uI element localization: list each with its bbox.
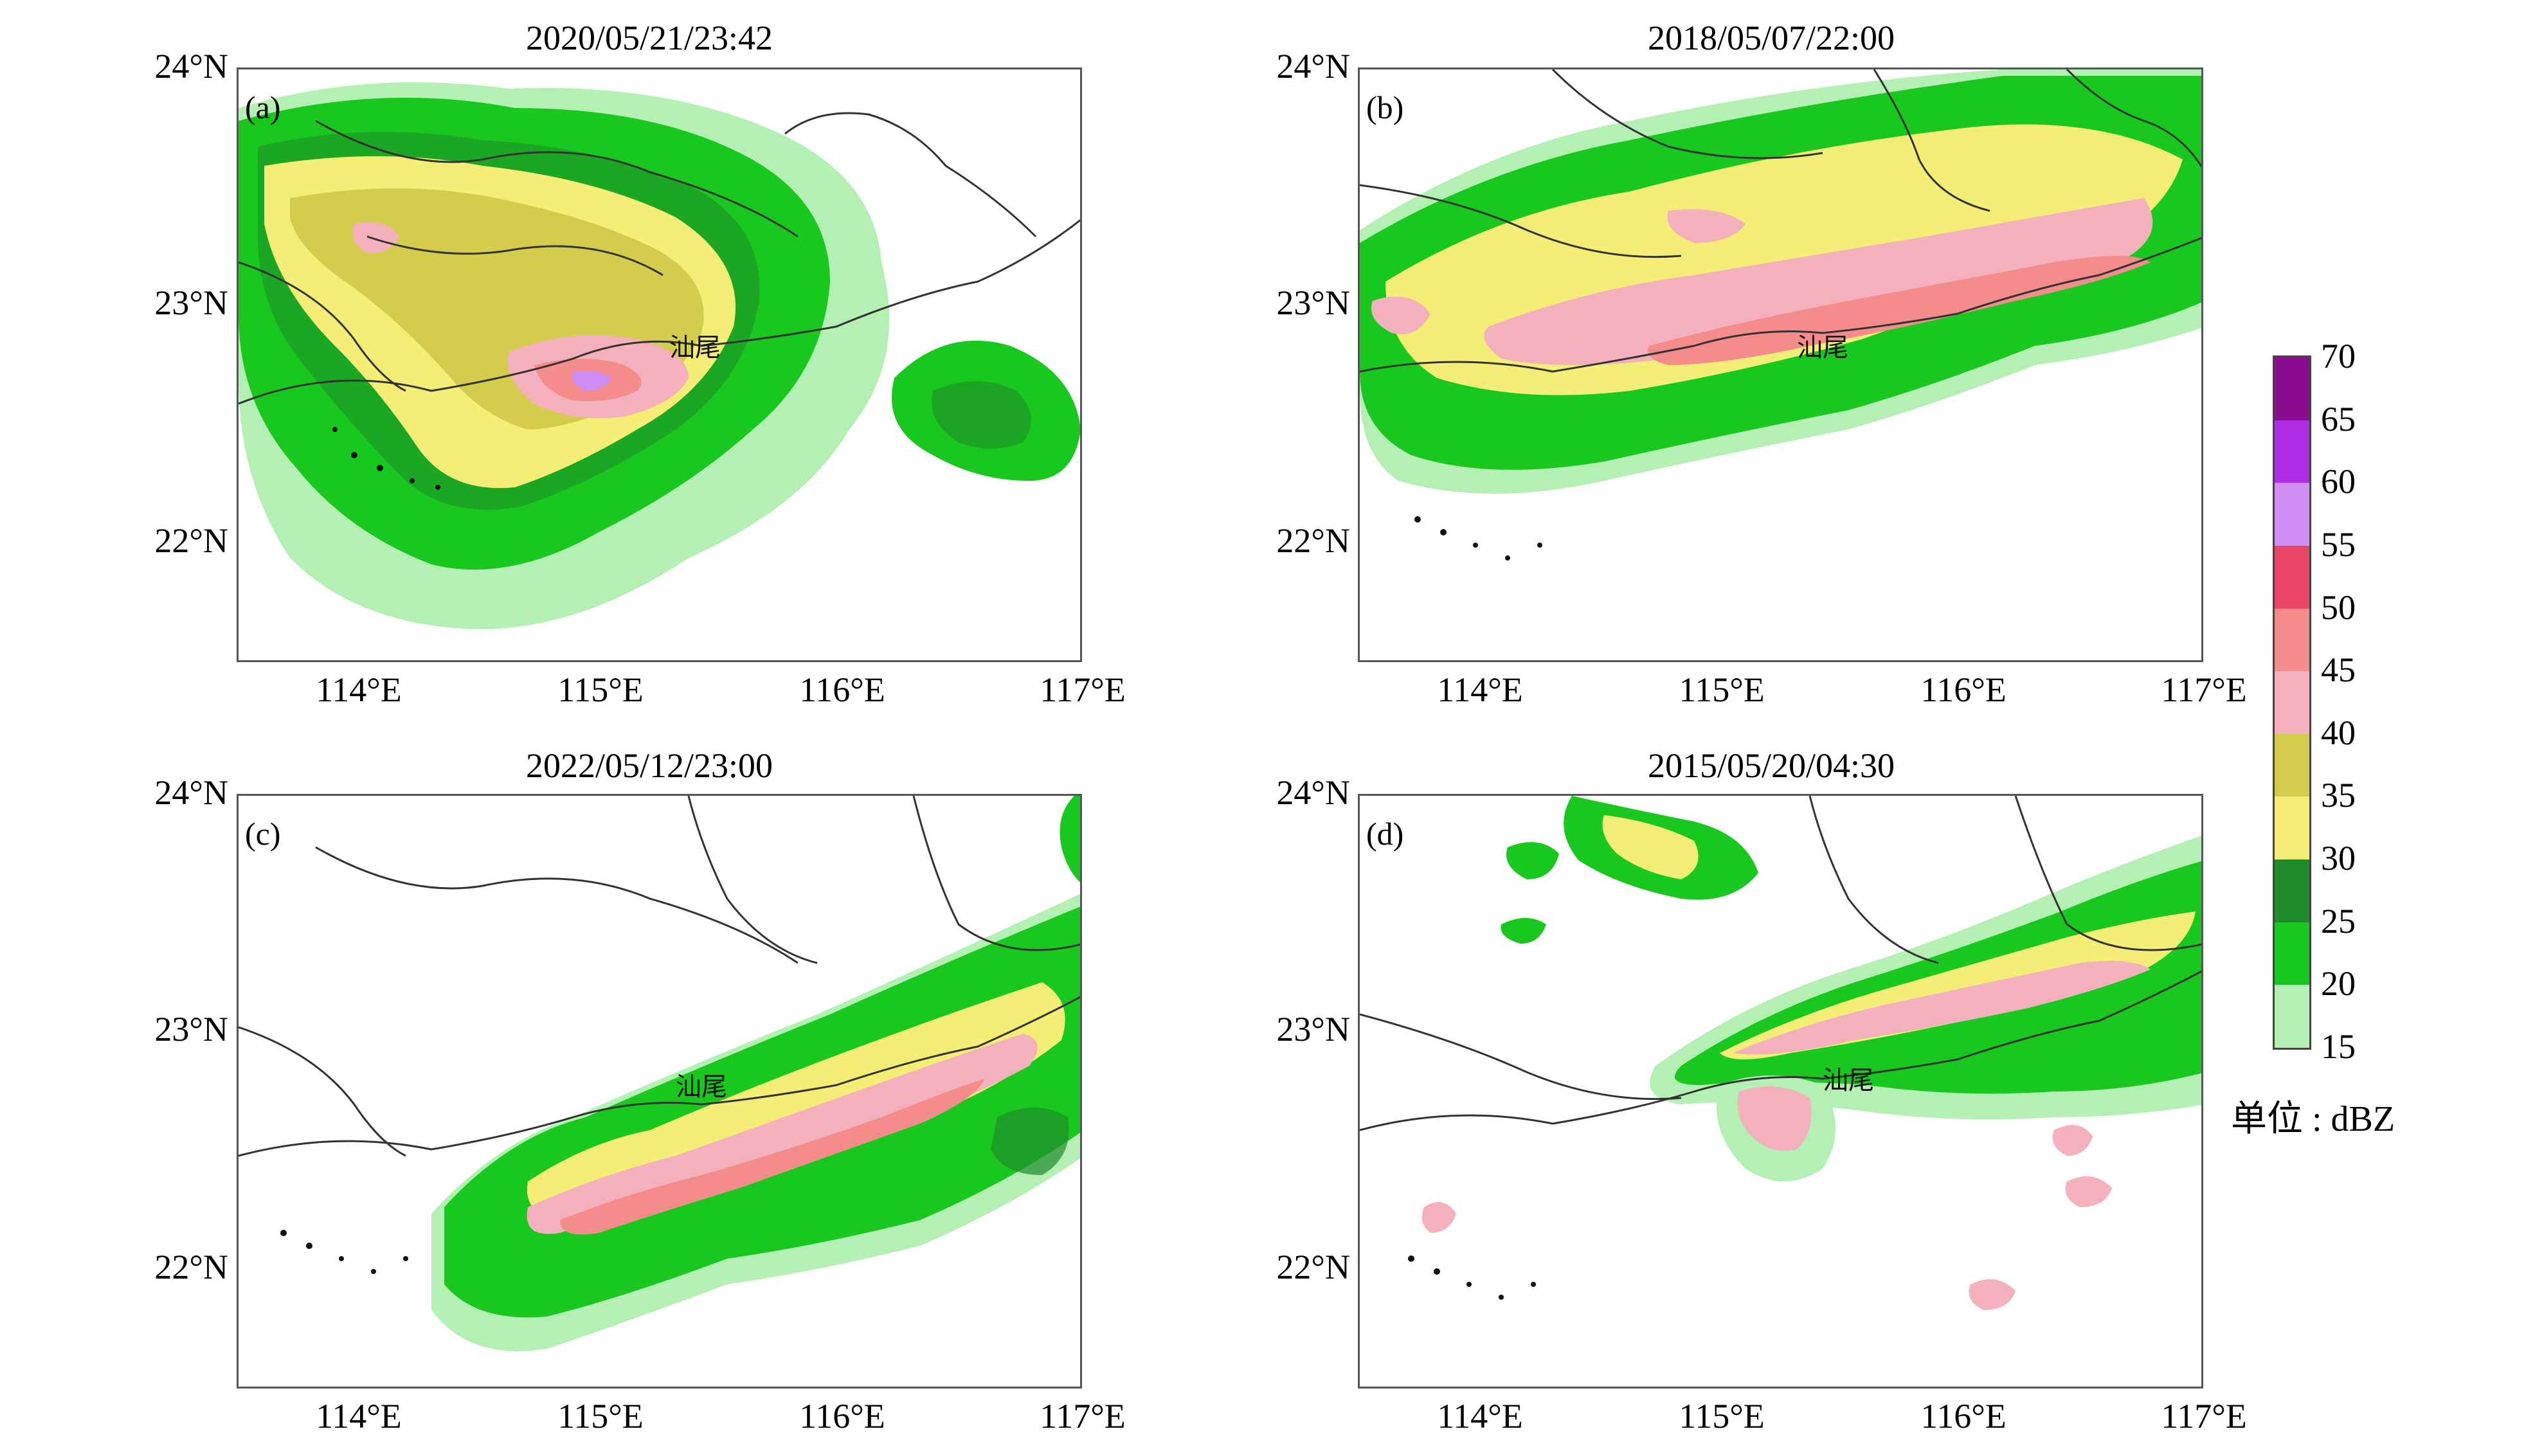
ytick-22n-d: 22°N <box>1276 1248 1350 1286</box>
map-frame-c: (c) 汕尾 <box>237 794 1082 1389</box>
boundaries-d <box>1360 796 2201 1131</box>
colorbar-tick-label: 30 <box>2321 839 2356 878</box>
xtick-115e-c: 115°E <box>557 1397 644 1435</box>
xtick-115e-b: 115°E <box>1679 670 1765 709</box>
boundaries-b <box>1360 69 2201 373</box>
xtick-114e-a: 114°E <box>316 670 402 709</box>
colorbar-unit-label: 单位 : dBZ <box>2231 1099 2395 1139</box>
colorbar-segment <box>2275 357 2309 421</box>
colorbar-segment <box>2275 922 2309 985</box>
map-frame-d: (d) 汕尾 <box>1358 794 2203 1389</box>
xtick-115e-d: 115°E <box>1679 1397 1765 1435</box>
colorbar <box>2273 355 2311 1050</box>
colorbar-segment <box>2275 733 2309 797</box>
ytick-22n-a: 22°N <box>154 521 228 560</box>
panel-label-a: (a) <box>245 89 281 125</box>
ytick-23n-d: 23°N <box>1276 1010 1350 1048</box>
xtick-116e-d: 116°E <box>1920 1397 2007 1435</box>
xtick-114e-b: 114°E <box>1437 670 1523 709</box>
city-label-c: 汕尾 <box>676 1072 727 1101</box>
xtick-116e-c: 116°E <box>799 1397 885 1435</box>
echo-field-a <box>239 82 1080 629</box>
panel-title-c: 2022/05/12/23:00 <box>525 746 773 785</box>
map-frame-b: (b) 汕尾 <box>1358 67 2203 662</box>
radar-map-d <box>1360 796 2201 1310</box>
ytick-23n-b: 23°N <box>1276 283 1350 322</box>
ytick-23n-c: 23°N <box>154 1010 228 1048</box>
xtick-116e-b: 116°E <box>1920 670 2007 709</box>
islands-b <box>1414 516 1542 561</box>
echo-field-b <box>1360 69 2201 494</box>
ytick-23n-a: 23°N <box>154 283 228 322</box>
colorbar-segment <box>2275 985 2309 1048</box>
xtick-114e-c: 114°E <box>316 1397 402 1435</box>
xtick-117e-d: 117°E <box>2161 1397 2247 1435</box>
colorbar-segment <box>2275 796 2309 860</box>
colorbar-tick-label: 35 <box>2321 776 2356 815</box>
echo-field-d <box>1421 796 2201 1310</box>
city-label-a: 汕尾 <box>669 333 721 362</box>
xtick-116e-a: 116°E <box>799 670 885 709</box>
xtick-117e-a: 117°E <box>1040 670 1126 709</box>
panel-title-d: 2015/05/20/04:30 <box>1647 746 1895 785</box>
colorbar-tick-label: 55 <box>2321 525 2356 564</box>
islands-a <box>332 427 440 490</box>
colorbar-tick-label: 70 <box>2321 337 2356 375</box>
colorbar-segment <box>2275 420 2309 483</box>
panel-label-c: (c) <box>245 816 281 852</box>
colorbar-tick-label: 20 <box>2321 964 2356 1003</box>
xtick-117e-b: 117°E <box>2161 670 2247 709</box>
xtick-115e-a: 115°E <box>557 670 644 709</box>
boundaries-a <box>239 112 1080 405</box>
radar-map-b <box>1360 69 2201 561</box>
panel-label-b: (b) <box>1366 89 1404 125</box>
colorbar-segment <box>2275 608 2309 672</box>
colorbar-segment <box>2275 483 2309 546</box>
ytick-24n-a: 24°N <box>154 47 228 85</box>
ytick-24n-c: 24°N <box>154 773 228 812</box>
radar-map-a <box>239 82 1080 629</box>
ytick-24n-b: 24°N <box>1276 47 1350 85</box>
xtick-114e-d: 114°E <box>1437 1397 1523 1435</box>
panel-label-d: (d) <box>1366 816 1404 852</box>
islands-d <box>1408 1255 1536 1300</box>
colorbar-segment <box>2275 859 2309 923</box>
ytick-22n-c: 22°N <box>154 1248 228 1286</box>
ytick-22n-b: 22°N <box>1276 521 1350 560</box>
ytick-24n-d: 24°N <box>1276 773 1350 812</box>
colorbar-tick-label: 45 <box>2321 651 2356 690</box>
colorbar-tick-label: 60 <box>2321 462 2356 501</box>
echo-field-c <box>431 796 1080 1352</box>
radar-map-c <box>239 796 1080 1352</box>
xtick-117e-c: 117°E <box>1040 1397 1126 1435</box>
colorbar-tick-label: 50 <box>2321 588 2356 627</box>
islands-c <box>280 1230 408 1274</box>
colorbar-segment <box>2275 671 2309 735</box>
boundaries-c <box>239 796 1080 1157</box>
colorbar-segment <box>2275 545 2309 609</box>
panel-title-b: 2018/05/07/22:00 <box>1647 19 1895 57</box>
panel-title-a: 2020/05/21/23:42 <box>525 19 773 57</box>
colorbar-tick-label: 40 <box>2321 713 2356 752</box>
colorbar-tick-label: 25 <box>2321 901 2356 940</box>
colorbar-tick-label: 15 <box>2321 1027 2356 1066</box>
city-label-d: 汕尾 <box>1823 1066 1874 1095</box>
map-frame-a: (a) 汕尾 <box>237 67 1082 662</box>
city-label-b: 汕尾 <box>1797 333 1848 362</box>
colorbar-tick-label: 65 <box>2321 399 2356 438</box>
